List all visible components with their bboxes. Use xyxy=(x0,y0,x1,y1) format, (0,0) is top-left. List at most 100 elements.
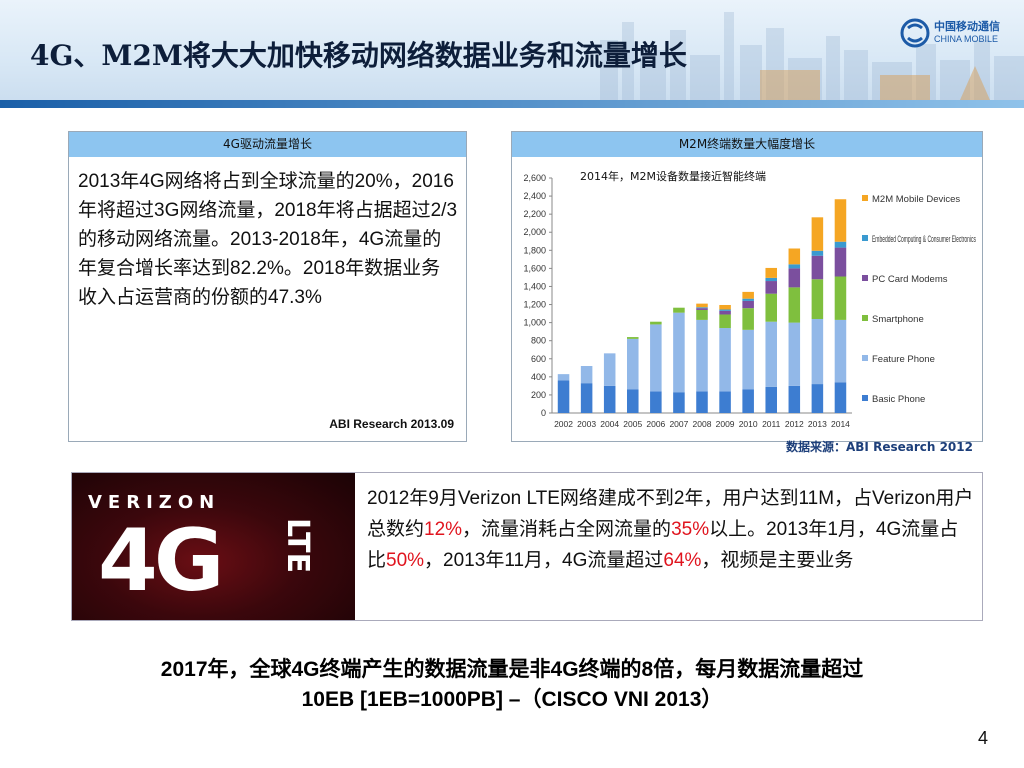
chart-annotation: 2014年，M2M设备数量接近智能终端 xyxy=(580,169,766,183)
bar-segment xyxy=(719,310,731,315)
bar-segment xyxy=(765,293,777,322)
x-tick-label: 2012 xyxy=(785,419,804,429)
bar-segment xyxy=(696,303,708,308)
panel-4g-title: 4G驱动流量增长 xyxy=(69,132,466,157)
m2m-stacked-bar-chart: 0 200 400 600 800 1,000 1,200 1,400 1,600 1,800 2,… xyxy=(523,169,976,429)
bar-segment xyxy=(627,338,639,390)
panel-verizon: VERIZON 4G LTE 2012年9月Verizon LTE网络建成不到2… xyxy=(71,472,983,621)
legend-swatch xyxy=(862,315,868,321)
bar-segment xyxy=(811,279,824,319)
bar-segment xyxy=(811,319,824,385)
bar-segment xyxy=(788,268,801,288)
bar-segment xyxy=(603,385,616,413)
bar-segment xyxy=(765,281,777,294)
y-tick-label: 2,200 xyxy=(523,209,546,219)
summary-line-1: 2017年，全球4G终端产生的数据流量是非4G终端的8倍，每月数据流量超过 xyxy=(160,658,864,681)
y-tick-label: 0 xyxy=(541,408,546,418)
x-tick-label: 2003 xyxy=(577,419,596,429)
bar-segment xyxy=(696,391,708,413)
y-tick-label: 2,600 xyxy=(523,173,546,183)
bar-segment xyxy=(811,255,824,280)
body-text-segment: 以上。2013年1月，4G流量占比 xyxy=(367,519,959,571)
slide-header: 4G、M2M将大大加快移动网络数据业务和流量增长 中国移动通信 CHINA MO… xyxy=(0,0,1024,108)
y-tick-label: 1,600 xyxy=(523,263,546,273)
bar-segment xyxy=(765,267,777,278)
legend-label: PC Card Modems xyxy=(872,274,948,285)
legend-label: M2M Mobile Devices xyxy=(872,194,960,205)
bar-segment xyxy=(650,324,662,392)
summary-line-2: 10EB [1EB=1000PB] –（CISCO VNI 2013） xyxy=(301,688,723,711)
highlight-value: 50% xyxy=(386,550,425,571)
bar-segment xyxy=(765,321,777,387)
y-tick-label: 1,200 xyxy=(523,300,546,310)
bar-segment xyxy=(742,300,754,309)
header-accent-bar xyxy=(0,100,1024,108)
verizon-wordmark: VERIZON xyxy=(88,492,221,513)
body-text-segment: ，2013年11月，4G流量超过 xyxy=(424,550,664,571)
y-tick-label: 400 xyxy=(531,372,546,382)
legend-label: Basic Phone xyxy=(872,394,925,405)
logo-text-en: CHINA MOBILE xyxy=(934,34,999,44)
city-skyline-decoration xyxy=(600,12,1024,100)
bar-segment xyxy=(673,307,685,313)
legend-label: Smartphone xyxy=(872,314,924,325)
bar-segment xyxy=(696,307,708,309)
bar-segment xyxy=(788,287,801,323)
bar-segment xyxy=(673,392,685,413)
y-tick-label: 1,800 xyxy=(523,245,546,255)
bar-segment xyxy=(650,391,662,413)
bar-segment xyxy=(742,291,754,299)
bar-segment xyxy=(811,384,824,413)
bar-segment xyxy=(719,391,731,413)
bar-segment xyxy=(742,298,754,301)
bar-segment xyxy=(811,217,824,251)
y-tick-label: 1,000 xyxy=(523,318,546,328)
bar-segment xyxy=(834,319,847,383)
bar-segment xyxy=(580,383,593,413)
bar-segment xyxy=(834,247,847,277)
y-tick-label: 200 xyxy=(531,390,546,400)
body-text-segment: 2012年9月Verizon LTE网络建成不到2年，用户达到11M，占Veri… xyxy=(367,488,974,540)
china-mobile-logo-icon xyxy=(900,18,930,48)
bar-segment xyxy=(834,241,847,248)
y-tick-label: 2,000 xyxy=(523,227,546,237)
legend-swatch xyxy=(862,275,868,281)
legend-swatch xyxy=(862,235,868,241)
bar-segment xyxy=(580,366,593,384)
bar-segment xyxy=(742,308,754,330)
legend-label: Embedded Computing & Consumer Electronic… xyxy=(872,234,976,245)
panel-4g-body: 2013年4G网络将占到全球流量的20%，2016年将超过3G网络流量，2018… xyxy=(78,171,458,308)
x-tick-label: 2011 xyxy=(762,419,781,429)
highlight-value: 64% xyxy=(663,550,702,571)
china-mobile-logo: 中国移动通信 CHINA MOBILE xyxy=(900,18,1000,48)
summary-statement: 2017年，全球4G终端产生的数据流量是非4G终端的8倍，每月数据流量超过 10… xyxy=(60,655,964,715)
x-tick-label: 2007 xyxy=(669,419,688,429)
chart-source: 数据来源：ABI Research 2012 xyxy=(786,440,973,454)
bar-segment xyxy=(603,353,616,386)
bar-segment xyxy=(834,199,847,242)
legend-swatch xyxy=(862,395,868,401)
panel-m2m-title: M2M终端数量大幅度增长 xyxy=(512,132,982,157)
y-tick-label: 600 xyxy=(531,354,546,364)
y-tick-label: 800 xyxy=(531,336,546,346)
bar-segment xyxy=(696,309,708,320)
x-tick-label: 2006 xyxy=(646,419,665,429)
bar-segment xyxy=(650,321,662,325)
bar-segment xyxy=(557,374,570,381)
logo-text-cn: 中国移动通信 xyxy=(934,20,1000,33)
bar-segment xyxy=(834,382,847,413)
highlight-value: 35% xyxy=(671,519,710,540)
highlight-value: 12% xyxy=(424,519,463,540)
body-text-segment: ，流量消耗占全网流量的 xyxy=(462,519,672,540)
x-tick-label: 2008 xyxy=(693,419,712,429)
legend-label: Feature Phone xyxy=(872,354,935,365)
bar-segment xyxy=(719,304,731,310)
bar-segment xyxy=(719,309,731,311)
verizon-4g-mark: 4G xyxy=(98,511,224,611)
x-tick-label: 2013 xyxy=(808,419,827,429)
panel-m2m-growth: M2M终端数量大幅度增长 0 200 400 600 800 1,000 1,200 1,40… xyxy=(511,131,983,442)
bar-segment xyxy=(557,380,570,413)
body-text-segment: ，视频是主要业务 xyxy=(701,550,854,571)
bar-segment xyxy=(719,328,731,392)
x-tick-label: 2010 xyxy=(739,419,758,429)
